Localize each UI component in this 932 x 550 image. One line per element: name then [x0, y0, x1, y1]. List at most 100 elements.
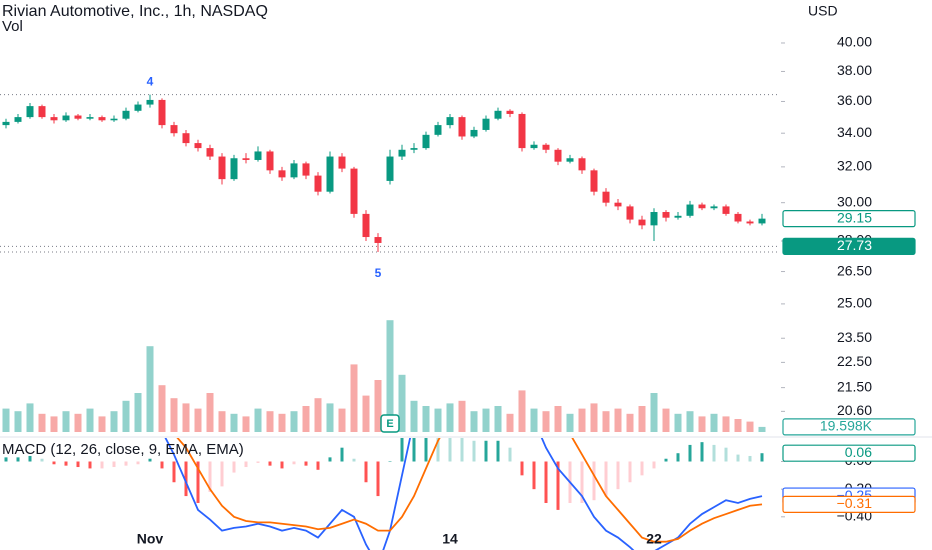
volume-bar — [98, 416, 106, 432]
candle-body — [518, 113, 526, 149]
candle-body — [230, 158, 238, 180]
volume-bar — [686, 411, 694, 432]
candle-body — [158, 99, 166, 126]
volume-bar — [86, 408, 94, 432]
candle-body — [554, 149, 562, 162]
macd-histogram-bar — [436, 438, 440, 462]
price-marker-box — [782, 210, 916, 228]
candle-body — [446, 117, 454, 126]
candle-body — [242, 158, 250, 160]
volume-bar — [422, 406, 430, 432]
candle-body — [722, 206, 730, 214]
volume-bar — [326, 403, 334, 432]
volume-bar — [134, 393, 142, 432]
candle-body — [182, 133, 190, 144]
macd-histogram-bar — [256, 461, 260, 463]
price-pane: 45 — [0, 75, 780, 280]
y-tick-label: 36.00 — [837, 92, 872, 108]
macd-histogram-bar — [604, 461, 608, 497]
candle-body — [758, 218, 766, 224]
volume-bar — [362, 395, 370, 432]
macd-line — [164, 438, 763, 550]
macd-histogram-bar — [172, 461, 176, 483]
candle-body — [362, 213, 370, 238]
macd-histogram-bar — [484, 440, 488, 462]
macd-line — [176, 438, 763, 543]
candle-body — [110, 118, 118, 121]
volume-bar — [302, 406, 310, 432]
candle-body — [266, 151, 274, 171]
volume-bar — [554, 406, 562, 432]
macd-histogram-bar — [760, 453, 764, 462]
candle-body — [530, 144, 538, 149]
macd-histogram-bar — [712, 444, 716, 462]
macd-histogram-bar — [688, 444, 692, 462]
x-tick-label: 22 — [646, 531, 662, 547]
candle-body — [422, 134, 430, 149]
chart-title: Rivian Automotive, Inc., 1h, NASDAQ — [2, 3, 268, 20]
macd-histogram-bar — [508, 447, 512, 462]
candle-body — [686, 204, 694, 216]
macd-histogram-bar — [652, 461, 656, 469]
volume-bar — [434, 408, 442, 432]
macd-histogram-bar — [244, 461, 248, 468]
macd-marker: −0.31 — [837, 495, 873, 511]
volume-bar — [650, 393, 658, 432]
macd-histogram-bar — [160, 461, 164, 469]
macd-histogram-bar — [664, 458, 668, 462]
macd-marker-box — [782, 444, 916, 462]
macd-histogram-bar — [388, 461, 392, 463]
volume-bar — [542, 411, 550, 432]
macd-histogram-bar — [148, 458, 152, 462]
candle-body — [38, 106, 46, 118]
macd-histogram-bar — [304, 461, 308, 466]
macd-histogram-bar — [748, 455, 752, 462]
volume-bar — [746, 421, 754, 432]
macd-histogram-bar — [724, 447, 728, 462]
candle-body — [74, 115, 82, 119]
candle-body — [410, 148, 418, 150]
macd-histogram-bar — [736, 454, 740, 462]
candle-body — [134, 104, 142, 111]
volume-bar — [470, 411, 478, 432]
volume-marker: 19.598K — [820, 418, 873, 434]
volume-bar — [722, 416, 730, 432]
macd-histogram-bar — [52, 461, 56, 465]
candle-body — [374, 237, 382, 243]
volume-bar — [614, 408, 622, 432]
volume-bar — [458, 400, 466, 432]
volume-bar — [266, 411, 274, 432]
macd-histogram-bar — [136, 461, 140, 465]
macd-histogram-bar — [268, 461, 272, 466]
volume-bar — [494, 406, 502, 432]
macd-histogram-bar — [196, 461, 200, 503]
candle-body — [638, 219, 646, 226]
y-tick-label: 20.60 — [837, 402, 872, 418]
macd-histogram-bar — [448, 438, 452, 462]
macd-histogram-bar — [352, 458, 356, 462]
macd-histogram-bar — [220, 461, 224, 487]
candle-body — [458, 117, 466, 137]
volume-bar — [734, 419, 742, 432]
candle-body — [194, 143, 202, 149]
macd-histogram-bar — [316, 461, 320, 470]
candle-body — [2, 121, 10, 126]
candle-body — [542, 144, 550, 150]
volume-bar — [50, 416, 58, 432]
macd-histogram-bar — [628, 461, 632, 483]
volume-bar — [14, 411, 22, 432]
volume-bar — [374, 380, 382, 432]
macd-histogram-bar — [328, 457, 332, 462]
volume-bar — [290, 411, 298, 432]
volume-bar — [38, 413, 46, 432]
candle-body — [626, 206, 634, 220]
candle-body — [146, 99, 154, 105]
macd-histogram-bar — [592, 461, 596, 501]
y-tick-label: 23.50 — [837, 329, 872, 345]
volume-bar — [206, 393, 214, 432]
volume-bar — [530, 408, 538, 432]
macd-histogram-bar — [64, 461, 68, 466]
